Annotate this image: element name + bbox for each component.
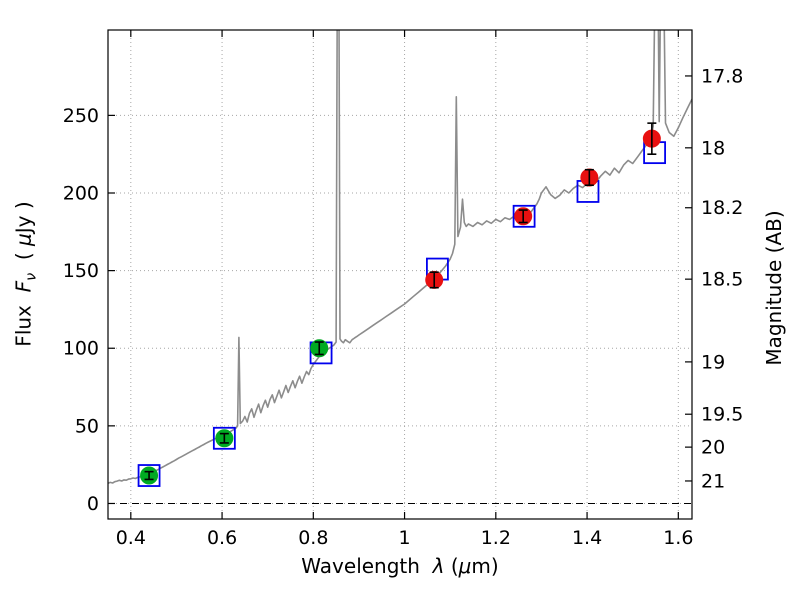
magnitude-tick-label: 19.5 bbox=[701, 404, 743, 426]
y-tick-label: 100 bbox=[63, 338, 99, 360]
magnitude-tick-label: 18.2 bbox=[701, 197, 743, 219]
ticks-and-labels: 0.4 0.6 0.8 1 1.2 1.4 1.6 0 50 100 150 200 250 17.8 18… bbox=[63, 30, 743, 549]
magnitude-tick-label: 18.5 bbox=[701, 269, 743, 291]
magnitude-tick-label: 20 bbox=[701, 437, 725, 459]
y-tick-label: 50 bbox=[75, 415, 99, 437]
x-axis-title: Wavelength λ (μm) bbox=[0, 556, 800, 576]
x-tick-label: 0.6 bbox=[207, 527, 237, 549]
model-photometry-square bbox=[137, 464, 161, 487]
mu-symbol: μ bbox=[458, 554, 472, 578]
x-tick-label: 1.6 bbox=[663, 527, 693, 549]
x-tick-label: 0.8 bbox=[298, 527, 328, 549]
flux-unit-open: ( bbox=[11, 245, 36, 273]
y-tick-label: 250 bbox=[63, 105, 99, 127]
nu-subscript: ν bbox=[23, 272, 40, 281]
x-tick-label: 0.4 bbox=[116, 527, 146, 549]
error-bars bbox=[144, 122, 657, 481]
lambda-symbol: λ bbox=[432, 554, 445, 578]
magnitude-tick-label: 21 bbox=[701, 470, 725, 492]
x-tick-label: 1.2 bbox=[481, 527, 511, 549]
x-tick-label: 1.4 bbox=[572, 527, 602, 549]
magnitude-tick-label: 17.8 bbox=[701, 65, 743, 87]
x-axis-title-text: Wavelength bbox=[301, 554, 433, 578]
x-axis-unit-close: m) bbox=[471, 554, 499, 578]
y-axis-title-left: Flux Fν ( μJy ) bbox=[11, 201, 40, 347]
mu-symbol-flux: μ bbox=[11, 233, 36, 246]
flux-symbol: F bbox=[11, 280, 36, 293]
y-tick-label: 150 bbox=[63, 260, 99, 282]
magnitude-tick-label: 18 bbox=[701, 137, 725, 159]
x-axis-unit-open: ( bbox=[444, 554, 459, 578]
x-tick-label: 1 bbox=[399, 527, 411, 549]
flux-label-text: Flux bbox=[11, 292, 36, 347]
y-tick-label: 200 bbox=[63, 183, 99, 205]
model-photometry-square bbox=[512, 204, 536, 228]
model-spectrum-line bbox=[108, 30, 692, 485]
model-photometry-square bbox=[212, 426, 236, 450]
y-tick-label: 0 bbox=[87, 493, 99, 515]
flux-unit-close: Jy ) bbox=[11, 201, 36, 234]
axes-frame bbox=[107, 29, 693, 520]
magnitude-tick-label: 19 bbox=[701, 351, 725, 373]
y-axis-title-right: Magnitude (AB) bbox=[762, 210, 786, 366]
